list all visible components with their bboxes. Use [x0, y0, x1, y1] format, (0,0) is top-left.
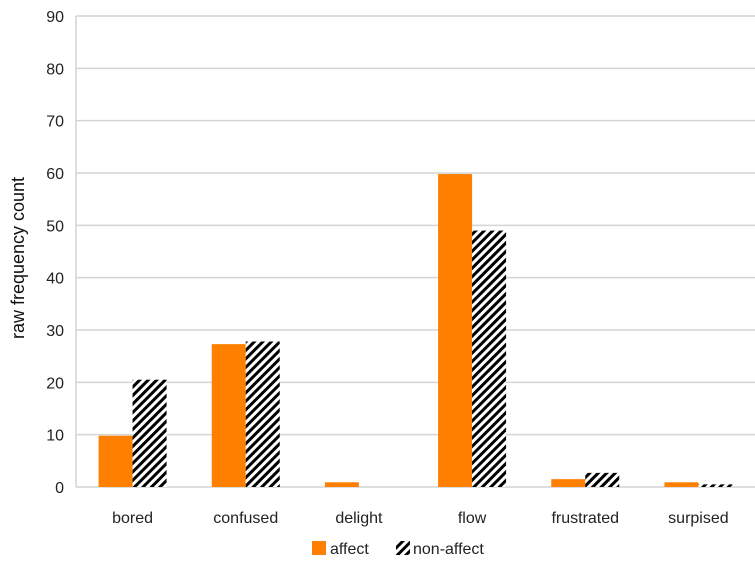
bar-affect-surpised — [664, 482, 699, 487]
bar-non-affect-flow — [472, 230, 507, 488]
y-tick-label: 50 — [46, 218, 64, 235]
y-tick-label: 80 — [46, 61, 64, 78]
x-tick-label: surpised — [668, 510, 728, 527]
x-axis-ticks: bored confused delight flow frustrated surpis… — [112, 510, 729, 527]
legend-label-non-affect: non-affect — [413, 541, 484, 558]
x-tick-label: flow — [458, 510, 487, 527]
x-tick-label: frustrated — [551, 510, 619, 527]
y-axis-title: raw frequency count — [8, 177, 28, 339]
bar-affect-frustrated — [551, 479, 586, 487]
y-tick-label: 90 — [46, 9, 64, 26]
gridlines — [75, 15, 755, 488]
bar-affect-bored — [98, 435, 133, 487]
y-tick-label: 30 — [46, 323, 64, 340]
x-tick-label: confused — [213, 510, 278, 527]
legend-swatch-affect — [312, 541, 326, 555]
x-tick-label: bored — [112, 510, 153, 527]
y-tick-label: 0 — [55, 480, 64, 497]
bar-affect-confused — [211, 344, 246, 487]
y-tick-label: 10 — [46, 428, 64, 445]
bar-non-affect-confused — [245, 341, 280, 487]
legend-label-affect: affect — [330, 541, 369, 558]
bar-non-affect-frustrated — [585, 472, 620, 487]
y-tick-label: 20 — [46, 375, 64, 392]
y-axis-ticks: 0 10 20 30 40 50 60 70 80 90 — [46, 9, 64, 497]
bar-non-affect-bored — [132, 379, 167, 487]
x-tick-label: delight — [335, 510, 383, 527]
bar-affect-delight — [324, 482, 359, 487]
y-tick-label: 60 — [46, 166, 64, 183]
y-tick-label: 70 — [46, 114, 64, 131]
bars — [98, 174, 733, 488]
legend-swatch-non-affect — [396, 541, 410, 555]
bar-non-affect-surpised — [698, 484, 733, 487]
y-tick-label: 40 — [46, 271, 64, 288]
legend: affect non-affect — [312, 541, 484, 558]
bar-affect-flow — [438, 174, 473, 487]
